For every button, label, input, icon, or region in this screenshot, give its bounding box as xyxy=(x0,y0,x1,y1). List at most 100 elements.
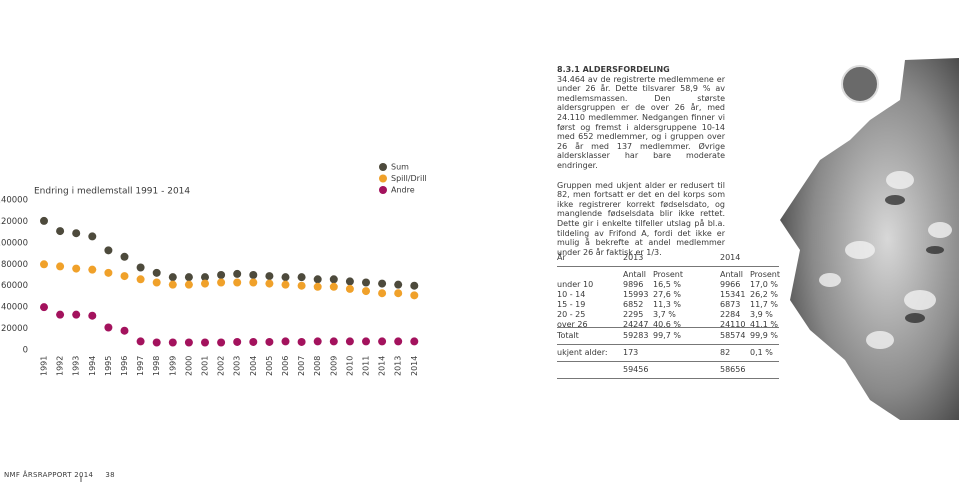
table-header: År xyxy=(557,253,566,262)
table-cell: 6873 xyxy=(720,300,741,309)
data-point xyxy=(362,287,370,296)
x-tick-label: 2002 xyxy=(217,356,226,376)
data-point xyxy=(233,278,242,287)
table-cell: 24110 xyxy=(720,320,746,329)
x-tick-label: 1995 xyxy=(104,356,113,376)
data-point xyxy=(88,265,97,274)
y-tick-label: 140000 xyxy=(0,196,28,206)
y-tick-label: 0 xyxy=(23,346,28,356)
data-point xyxy=(394,337,403,346)
data-point xyxy=(329,275,338,284)
footer: NMF ÅRSRAPPORT 2014 38 xyxy=(4,471,115,479)
x-tick-label: 1997 xyxy=(136,356,145,376)
chart-title: Endring i medlemstall 1991 - 2014 xyxy=(34,187,190,197)
data-point xyxy=(249,337,258,346)
data-point xyxy=(394,280,403,289)
y-tick-label: 100000 xyxy=(0,238,28,248)
table-subheader: Antall xyxy=(623,270,647,279)
x-tick-label: 2001 xyxy=(201,356,210,376)
legend-label: Sum xyxy=(391,163,409,172)
x-tick-label: 2011 xyxy=(362,356,371,376)
paragraph: Gruppen med ukjent alder er redusert til… xyxy=(557,180,725,257)
data-point xyxy=(104,268,113,277)
data-point xyxy=(40,216,48,225)
table-cell: 59456 xyxy=(623,365,649,374)
table-cell: 58656 xyxy=(720,365,746,374)
data-point xyxy=(410,291,419,300)
table-cell: 99,7 % xyxy=(653,331,681,340)
x-tick-label: 1999 xyxy=(168,356,177,376)
table-cell: over 26 xyxy=(557,320,588,329)
y-tick-label: 120000 xyxy=(0,217,28,227)
table-cell: 82 xyxy=(720,348,731,357)
data-point xyxy=(217,338,226,347)
table-rule xyxy=(557,266,779,267)
data-point xyxy=(152,268,161,277)
x-tick-label: 2010 xyxy=(345,356,354,376)
data-point xyxy=(265,272,274,281)
table-cell: 9896 xyxy=(623,280,644,289)
x-tick-label: 1993 xyxy=(72,356,81,376)
data-point xyxy=(329,282,338,291)
data-point xyxy=(297,337,306,346)
data-point xyxy=(184,273,193,282)
data-point xyxy=(378,337,387,346)
legend-label: Spill/Drill xyxy=(391,174,427,183)
table-rule xyxy=(557,344,779,345)
table-cell: 173 xyxy=(623,348,639,357)
data-point xyxy=(249,278,258,287)
data-point xyxy=(136,275,145,284)
table-cell: 15993 xyxy=(623,290,649,299)
data-point xyxy=(136,263,145,272)
data-point xyxy=(345,337,354,346)
table-cell: 15341 xyxy=(720,290,746,299)
table-cell: 6852 xyxy=(623,300,644,309)
data-point xyxy=(249,271,258,279)
table-rule xyxy=(557,327,779,328)
table-subheader: Prosent xyxy=(750,270,780,279)
data-point xyxy=(378,279,387,288)
legend-label: Andre xyxy=(391,186,415,195)
data-point xyxy=(410,281,419,290)
data-point xyxy=(56,310,65,319)
data-point xyxy=(217,278,226,287)
data-point xyxy=(184,280,193,289)
data-point xyxy=(56,262,65,271)
table-cell: 2284 xyxy=(720,310,741,319)
table-cell: 11,7 % xyxy=(750,300,778,309)
table-cell: 10 - 14 xyxy=(557,290,586,299)
data-point xyxy=(345,277,354,286)
data-point xyxy=(233,337,242,346)
x-tick-label: 2005 xyxy=(265,356,274,376)
data-point xyxy=(265,337,274,346)
data-point xyxy=(313,275,322,284)
table-cell: 17,0 % xyxy=(750,280,778,289)
data-point xyxy=(152,338,161,347)
data-point xyxy=(362,337,370,346)
x-tick-label: 2008 xyxy=(313,356,322,376)
data-point xyxy=(184,338,193,347)
data-point xyxy=(201,338,209,347)
table-cell: 27,6 % xyxy=(653,290,681,299)
table-cell: 2295 xyxy=(623,310,644,319)
data-point xyxy=(329,337,338,346)
data-point xyxy=(394,289,403,298)
table-cell: 3,9 % xyxy=(750,310,773,319)
data-point xyxy=(281,273,290,282)
data-point xyxy=(297,273,306,282)
x-tick-label: 1994 xyxy=(88,356,97,376)
x-tick-label: 2003 xyxy=(233,356,242,376)
table-header: 2014 xyxy=(720,253,741,262)
data-point xyxy=(201,273,209,282)
table-cell: 11,3 % xyxy=(653,300,681,309)
table-cell: 58574 xyxy=(720,331,746,340)
data-point xyxy=(233,269,242,278)
data-point xyxy=(168,338,177,347)
data-point xyxy=(88,311,97,320)
table-subheader: Antall xyxy=(720,270,744,279)
data-point xyxy=(120,326,129,335)
table-cell: Totalt xyxy=(557,331,579,340)
data-point xyxy=(313,337,322,346)
